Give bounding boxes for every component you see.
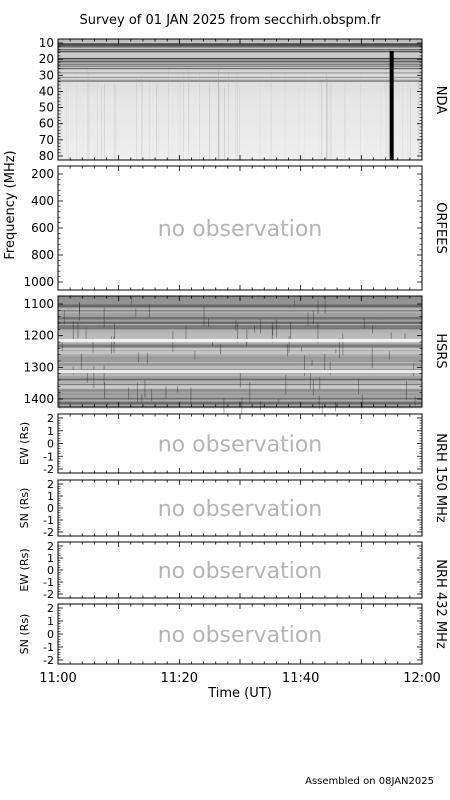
hsrs-band [58, 308, 422, 310]
label-orfees: ORFEES [433, 202, 448, 253]
time-axis-label: Time (UT) [207, 686, 272, 701]
label-hsrs: HSRS [433, 333, 448, 368]
y-tick-label: 2 [47, 412, 54, 425]
y-tick-label: 600 [31, 221, 54, 235]
time-tick-label: 11:00 [39, 671, 76, 686]
y-tick-label: 2 [47, 540, 54, 553]
hsrs-band [58, 312, 422, 314]
y-tick-label: 1 [47, 552, 54, 565]
hsrs-band [58, 327, 422, 330]
nda-spectrogram [58, 39, 422, 160]
y-tick-label: 0 [47, 502, 54, 515]
label-nda: NDA [433, 86, 448, 115]
hsrs-band [58, 344, 422, 348]
y-tick-label: 0 [47, 564, 54, 577]
y-tick-label: -2 [43, 463, 54, 476]
label-nrh150: NRH 150 MHz [433, 433, 448, 523]
no-observation-text: no observation [158, 433, 323, 458]
y-tick-label: 1400 [23, 392, 54, 406]
hsrs-panel: 1100 1200 1300 1400 [23, 295, 423, 417]
hsrs-band [58, 392, 422, 396]
panel-y-label: SN (Rs) [18, 614, 31, 655]
nrh150-sn-empty-area [58, 480, 422, 536]
no-observation-text: no observation [158, 217, 323, 242]
time-tick-label: 11:40 [282, 671, 319, 686]
hsrs-band [58, 397, 422, 400]
hsrs-band [58, 342, 422, 345]
time-tick-label: 11:20 [161, 671, 198, 686]
frequency-axis-label: Frequency (MHz) [3, 150, 18, 259]
hsrs-band [58, 363, 422, 366]
hsrs-band [58, 320, 422, 322]
hsrs-band [58, 320, 422, 324]
y-tick-label: -1 [43, 514, 54, 527]
y-tick-label: -2 [43, 654, 54, 667]
y-tick-label: 1300 [23, 360, 54, 374]
y-tick-label: 800 [31, 248, 54, 262]
y-tick-label: 80 [39, 149, 54, 163]
hsrs-bright-band [58, 370, 422, 373]
hsrs-band [58, 308, 422, 311]
assembled-note: Assembled on 08JAN2025 [305, 776, 434, 787]
hsrs-band [58, 319, 422, 322]
y-tick-label: 60 [39, 117, 54, 131]
y-tick-label: 200 [31, 167, 54, 181]
no-observation-text: no observation [158, 497, 323, 522]
hsrs-band [58, 354, 422, 357]
y-tick-label: -1 [43, 641, 54, 654]
y-tick-label: 1200 [23, 329, 54, 343]
y-tick-label: 400 [31, 194, 54, 208]
label-nrh432: NRH 432 MHz [433, 559, 448, 649]
nrh150-ew-panel: no observation 210-1-2 EW (Rs) [18, 412, 423, 476]
orfees-empty-area [58, 166, 422, 290]
y-tick-label: 30 [39, 68, 54, 82]
y-tick-label: 1 [47, 425, 54, 438]
y-tick-label: 1 [47, 490, 54, 503]
y-tick-label: 1 [47, 615, 54, 628]
figure-title: Survey of 01 JAN 2025 from secchirh.obsp… [80, 13, 382, 28]
y-tick-label: 2 [47, 602, 54, 615]
y-tick-label: -1 [43, 576, 54, 589]
y-tick-label: 0 [47, 628, 54, 641]
nrh432-sn-panel: no observation 210-1-2 SN (Rs) [18, 602, 423, 667]
y-tick-label: -1 [43, 450, 54, 463]
y-tick-label: 1100 [23, 297, 54, 311]
no-observation-text: no observation [158, 559, 323, 584]
y-tick-label: 40 [39, 84, 54, 98]
nda-panel: 10 20 30 40 50 60 70 80 [39, 36, 423, 163]
nda-dark-band [389, 51, 394, 160]
time-axis: 11:00 11:20 11:40 12:00 [39, 671, 440, 686]
panel-y-label: EW (Rs) [18, 548, 31, 591]
y-tick-label: 50 [39, 101, 54, 115]
hsrs-band [58, 304, 422, 308]
nrh150-ew-empty-area [58, 414, 422, 473]
hsrs-band [58, 325, 422, 329]
panel-y-label: EW (Rs) [18, 422, 31, 465]
hsrs-band [58, 316, 422, 320]
y-tick-label: 2 [47, 478, 54, 491]
nrh150-sn-panel: no observation 210-1-2 SN (Rs) [18, 478, 423, 539]
no-observation-text: no observation [158, 623, 323, 648]
hsrs-band [58, 400, 422, 404]
hsrs-band [58, 350, 422, 352]
hsrs-bright-band [58, 339, 422, 342]
y-tick-label: -2 [43, 526, 54, 539]
y-tick-label: 10 [39, 36, 54, 50]
y-tick-label: 70 [39, 133, 54, 147]
nrh432-sn-empty-area [58, 604, 422, 664]
y-tick-label: 20 [39, 52, 54, 66]
panel-y-label: SN (Rs) [18, 488, 31, 529]
hsrs-band [58, 356, 422, 360]
time-tick-label: 12:00 [403, 671, 440, 686]
nrh432-ew-panel: no observation 210-1-2 EW (Rs) [18, 540, 423, 601]
hsrs-band [58, 389, 422, 392]
y-tick-label: 0 [47, 438, 54, 451]
y-tick-label: 1000 [23, 275, 54, 289]
orfees-panel: no observation 200 400 600 800 1000 [23, 165, 423, 291]
y-tick-label: -2 [43, 588, 54, 601]
hsrs-band [58, 359, 422, 363]
nrh432-ew-empty-area [58, 542, 422, 598]
